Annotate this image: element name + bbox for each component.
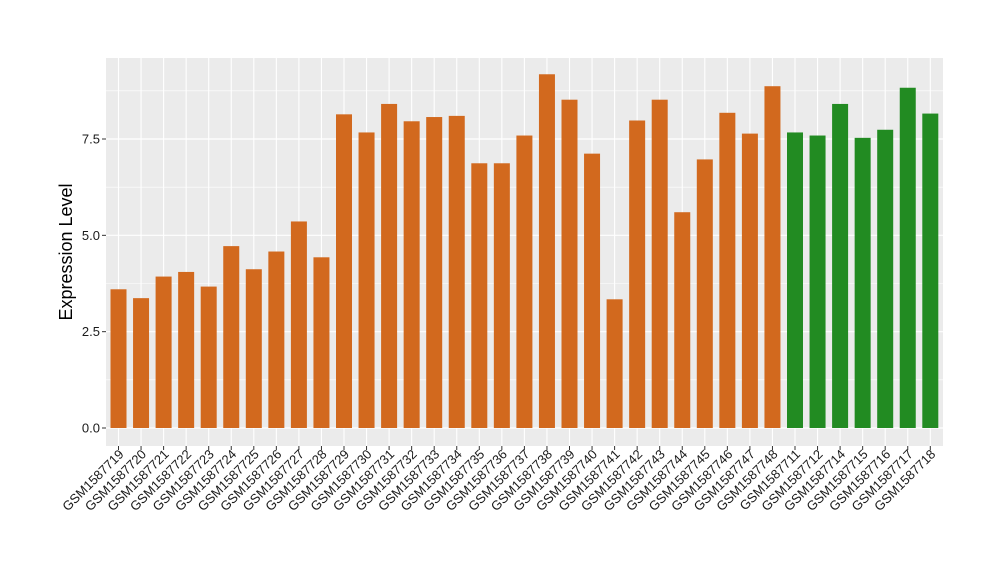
bar	[268, 251, 285, 428]
bar	[832, 103, 849, 429]
bar	[403, 121, 420, 429]
bar	[336, 114, 352, 428]
bar	[561, 99, 578, 429]
bar	[809, 135, 826, 429]
bar	[854, 137, 871, 428]
bar	[448, 115, 465, 428]
bar	[787, 132, 803, 428]
bar	[538, 74, 555, 428]
bar	[313, 257, 330, 428]
bar	[110, 289, 127, 428]
bar	[290, 221, 307, 428]
bar	[200, 286, 217, 428]
bar	[899, 87, 916, 428]
bar	[922, 113, 939, 429]
x-axis: GSM1587719GSM1587720GSM1587721GSM1587722…	[59, 446, 938, 514]
bar	[651, 99, 668, 429]
bar	[155, 276, 172, 428]
bar	[584, 153, 601, 428]
y-tick-label: 0.0	[82, 421, 100, 436]
bar	[696, 159, 713, 428]
bar	[358, 132, 375, 428]
bar	[471, 163, 488, 428]
bar	[674, 212, 691, 428]
bar	[223, 246, 240, 428]
y-tick-label: 2.5	[82, 324, 100, 339]
bar	[877, 129, 894, 428]
bar-layer	[110, 74, 939, 429]
bar	[381, 103, 398, 429]
bar	[764, 86, 781, 428]
bar	[133, 298, 150, 428]
bar	[719, 112, 736, 428]
bar	[516, 135, 533, 429]
y-tick-label: 5.0	[82, 228, 100, 243]
bar	[493, 163, 510, 428]
y-axis-title: Expression Level	[56, 183, 76, 320]
bar	[426, 117, 443, 428]
bar	[245, 269, 262, 428]
bar	[741, 133, 758, 428]
bar	[178, 271, 195, 428]
bar	[629, 120, 646, 428]
y-tick-label: 7.5	[82, 132, 100, 147]
bar	[606, 299, 623, 428]
y-axis: 0.0 2.5 5.0 7.5	[82, 132, 106, 436]
